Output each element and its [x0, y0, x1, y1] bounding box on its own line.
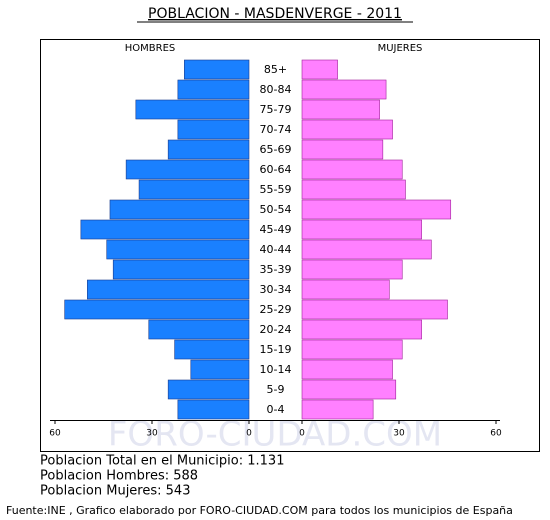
category-label: 30-34: [260, 283, 292, 296]
bar-right: [301, 119, 393, 140]
x-tick-label: 60: [49, 429, 61, 439]
watermark: FORO-CIUDAD.COM: [108, 415, 442, 455]
category-label: 45-49: [260, 223, 292, 236]
bar-left: [87, 279, 250, 300]
category-label: 0-4: [267, 403, 285, 416]
summary-line: Poblacion Mujeres: 543: [40, 484, 190, 499]
bar-right: [301, 399, 374, 420]
bar-left: [167, 139, 250, 160]
category-label: 20-24: [260, 323, 292, 336]
category-label: 80-84: [260, 83, 292, 96]
category-label: 15-19: [260, 343, 292, 356]
summary-line: Poblacion Hombres: 588: [40, 469, 198, 484]
bar-right: [301, 279, 390, 300]
bar-right: [301, 339, 403, 360]
bar-left: [177, 399, 250, 420]
category-label: 50-54: [260, 203, 292, 216]
source: Fuente:INE , Grafico elaborado por FORO-…: [6, 504, 513, 517]
bar-right: [301, 179, 406, 200]
category-label: 65-69: [260, 143, 292, 156]
bar-right: [301, 139, 384, 160]
x-tick-label: 0: [246, 429, 252, 439]
bar-right: [301, 219, 422, 240]
bar-left: [167, 379, 250, 400]
bar-right: [301, 259, 403, 280]
bar-left: [125, 159, 250, 180]
category-label: 10-14: [260, 363, 292, 376]
x-tick-label: 0: [299, 429, 305, 439]
legend-left: HOMBRES: [125, 43, 176, 54]
bar-left: [64, 299, 250, 320]
bar-right: [301, 159, 403, 180]
bar-left: [174, 339, 250, 360]
bar-left: [184, 59, 250, 80]
bar-left: [106, 239, 250, 260]
category-label: 70-74: [260, 123, 292, 136]
bar-left: [80, 219, 250, 240]
category-label: 75-79: [260, 103, 292, 116]
category-label: 60-64: [260, 163, 292, 176]
bar-right: [301, 99, 380, 120]
plot-frame: [40, 39, 540, 452]
bar-left: [177, 119, 250, 140]
x-tick-label: 60: [490, 429, 502, 439]
bar-right: [301, 199, 452, 220]
x-tick-label: 30: [393, 429, 405, 439]
bar-left: [138, 179, 250, 200]
category-label: 35-39: [260, 263, 292, 276]
bar-right: [301, 379, 397, 400]
bar-left: [135, 99, 250, 120]
bar-left: [177, 79, 250, 100]
x-tick-label: 30: [146, 429, 158, 439]
legend-right: MUJERES: [378, 43, 423, 54]
summary-line: Poblacion Total en el Municipio: 1.131: [40, 454, 284, 469]
category-label: 40-44: [260, 243, 292, 256]
category-label: 55-59: [260, 183, 292, 196]
chart-title: POBLACION - MASDENVERGE - 2011: [148, 6, 402, 22]
bar-right: [301, 239, 432, 260]
bar-right: [301, 359, 393, 380]
bar-right: [301, 79, 387, 100]
bar-right: [301, 59, 338, 80]
bar-right: [301, 319, 422, 340]
category-label: 5-9: [267, 383, 285, 396]
bar-right: [301, 299, 448, 320]
bar-left: [112, 259, 250, 280]
bar-left: [190, 359, 250, 380]
bar-left: [109, 199, 250, 220]
category-label: 25-29: [260, 303, 292, 316]
bar-left: [148, 319, 250, 340]
category-label: 85+: [264, 63, 287, 76]
